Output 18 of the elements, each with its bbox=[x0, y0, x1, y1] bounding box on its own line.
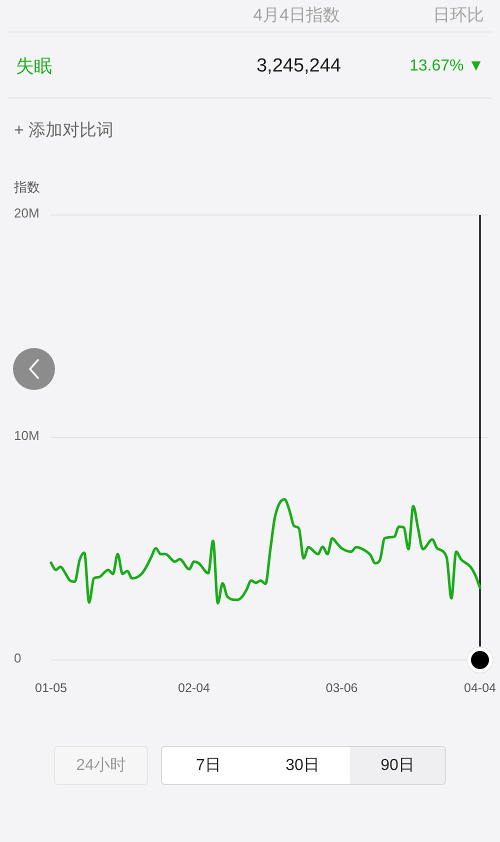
y-tick-label: 0 bbox=[14, 650, 22, 666]
text: 7日 bbox=[161, 746, 256, 785]
y-tick-label: 20M bbox=[14, 206, 40, 220]
text: 4月4日指数 bbox=[253, 6, 340, 24]
text: 13.67% ▼ bbox=[409, 58, 484, 74]
text: + 添加对比词 bbox=[14, 120, 114, 140]
text: 90日 bbox=[350, 746, 446, 785]
text: 日环比 bbox=[433, 6, 484, 24]
text: 失眠 bbox=[16, 56, 52, 76]
y-tick-label: 10M bbox=[14, 428, 40, 443]
text: 24小时 bbox=[54, 746, 148, 785]
x-tick-label: 02-04 bbox=[178, 681, 210, 695]
y-axis-title: 指数 bbox=[13, 180, 40, 194]
text: 3,245,244 bbox=[256, 56, 342, 76]
text: 30日 bbox=[255, 746, 351, 785]
x-tick-label: 01-05 bbox=[35, 681, 68, 695]
x-tick-label: 03-06 bbox=[326, 681, 358, 695]
x-tick-label: 04-04 bbox=[464, 681, 496, 695]
